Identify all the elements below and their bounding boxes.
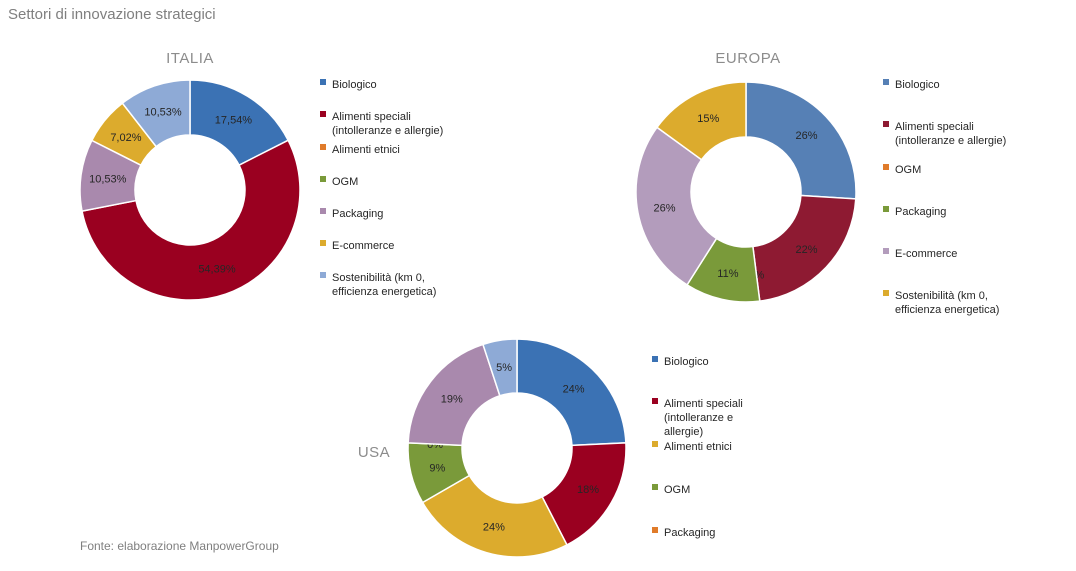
slice-alimenti-speciali [752,194,857,302]
legend-item: Alimenti speciali (intolleranze e allergi… [883,121,1006,147]
slice-label-sostenibilit: 10,53% [144,106,182,118]
legend-item: Packaging [652,527,715,539]
legend-swatch [320,176,326,182]
legend-item: Alimenti speciali (intolleranze e allergi… [320,111,443,137]
legend-item: Packaging [320,208,383,220]
legend-swatch [320,111,326,117]
legend-label: Alimenti etnici [664,441,732,453]
legend-swatch [883,121,889,127]
slice-biologico [516,338,627,447]
legend-swatch [883,248,889,254]
legend-label: Sostenibilità (km 0, [332,272,425,284]
slice-label-alimenti-speciali: 54,39% [198,263,236,275]
legend-label: efficienza energetica) [895,304,999,316]
legend-item: E-commerce [320,240,394,252]
legend-item: Alimenti speciali (intolleranze e allergie… [652,398,743,438]
legend-label: Alimenti etnici [332,144,400,156]
slice-label-biologico: 26% [795,130,817,142]
slice-alimenti-speciali [81,139,301,301]
legend-item: Biologico [320,79,377,91]
slice-label-alimenti-etnici: 24% [483,522,505,534]
legend-item: OGM [652,484,690,496]
legend-item: Packaging [883,206,946,218]
legend-label: OGM [895,164,921,176]
slice-label-packaging: 11% [717,268,738,280]
legend-item: OGM [320,176,358,188]
slice-alimenti-etnici [421,474,568,558]
legend-label: Biologico [895,79,940,91]
chart-title: USA [358,444,390,461]
legend-label: Biologico [664,356,709,368]
legend-swatch [883,164,889,170]
legend-label: Biologico [332,79,377,91]
legend-swatch [883,206,889,212]
legend-label: OGM [332,176,358,188]
legend-swatch [883,290,889,296]
legend-label: Packaging [664,527,715,539]
legend-swatch [320,79,326,85]
legend-item: Sostenibilità (km 0, efficienza energetic… [320,272,436,298]
legend-label: (intolleranze e allergie) [332,125,443,137]
page-title: Settori di innovazione strategici [8,6,216,23]
legend-swatch [652,441,658,447]
slice-label-sostenibilit: 5% [496,362,512,374]
slice-biologico [745,81,857,200]
slice-label-e-commerce: 19% [441,393,463,405]
legend-label: efficienza energetica) [332,286,436,298]
slice-label-e-commerce: 26% [653,203,675,215]
chart-title: ITALIA [166,50,214,67]
slice-label-biologico: 24% [563,384,585,396]
legend-item: Biologico [652,356,709,368]
chart-title: EUROPA [715,50,780,67]
slice-sostenibilit [655,81,747,161]
legend-item: Alimenti etnici [320,144,400,156]
legend-swatch [320,144,326,150]
legend-swatch [320,208,326,214]
slice-label-e-commerce: 7,02% [110,132,141,144]
legend-label: Alimenti speciali [332,111,411,123]
legend-swatch [652,484,658,490]
legend-label: OGM [664,484,690,496]
legend-label: (intolleranze e allergie) [895,135,1006,147]
legend-swatch [320,240,326,246]
legend-swatch [320,272,326,278]
slice-e-commerce [635,126,718,286]
slice-label-ogm: 9% [429,462,445,474]
legend-swatch [652,527,658,533]
legend-label: Packaging [895,206,946,218]
slice-label-packaging: 10,53% [89,174,127,186]
chart-italia: ITALIA 17,54% 54,39% 10,53% 7,02% 10,53% Biolo… [79,50,443,301]
legend-item: Sostenibilità (km 0, efficienza energetic… [883,290,999,316]
slice-sostenibilit [482,338,518,397]
legend-label: allergie) [664,426,703,438]
legend-label: Alimenti speciali [664,398,743,410]
legend-label: (intolleranze e [664,412,733,424]
legend-swatch [652,398,658,404]
legend-item: OGM [883,164,921,176]
legend-label: Alimenti speciali [895,121,974,133]
slice-label-alimenti-speciali: 22% [795,244,817,256]
slice-label-biologico: 17,54% [215,114,253,126]
slice-e-commerce [407,343,501,447]
slice-label-alimenti-speciali: 18% [577,484,599,496]
legend-label: Packaging [332,208,383,220]
legend-label: E-commerce [332,240,394,252]
legend-swatch [652,356,658,362]
chart-europa: EUROPA26%22%0%11%26%15%BiologicoAlimenti… [635,50,1006,316]
legend-swatch [883,79,889,85]
legend-item: E-commerce [883,248,957,260]
source-note: Fonte: elaborazione ManpowerGroup [80,539,279,553]
legend-item: Biologico [883,79,940,91]
legend-label: Sostenibilità (km 0, [895,290,988,302]
slice-sostenibilit [121,79,191,148]
slice-label-sostenibilit: 15% [697,113,719,125]
legend-label: E-commerce [895,248,957,260]
legend-item: Alimenti etnici [652,441,732,453]
